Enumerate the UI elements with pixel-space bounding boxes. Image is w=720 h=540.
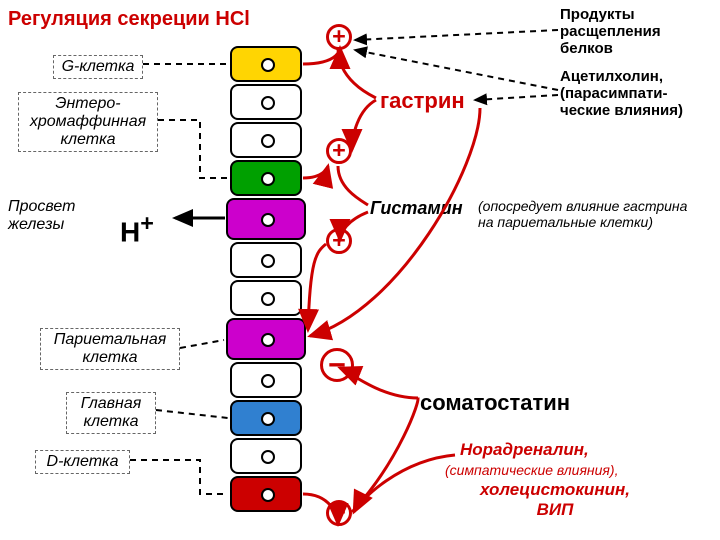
- label-histamine: Гистамин: [370, 198, 463, 219]
- label-lumen: Просветжелезы: [8, 198, 75, 234]
- label-chief-cell: Главнаяклетка: [66, 392, 156, 434]
- cell-1: [230, 84, 302, 120]
- cell-7: [226, 318, 306, 360]
- label-noradrenaline: Норадреналин,: [460, 440, 589, 460]
- cell-8: [230, 362, 302, 398]
- label-parietal-cell: Париетальнаяклетка: [40, 328, 180, 370]
- symbol-circle-1: +: [326, 138, 352, 164]
- symbol-circle-0: +: [326, 24, 352, 50]
- label-histamine-note: (опосредует влияние гастринана париеталь…: [478, 198, 687, 230]
- label-d-cell: D-клетка: [35, 450, 130, 474]
- label-gastrin: гастрин: [380, 88, 465, 114]
- label-cck-vip: холецистокинин,ВИП: [480, 480, 630, 520]
- cell-4: [226, 198, 306, 240]
- symbol-circle-3: −: [320, 348, 354, 382]
- cell-11: [230, 476, 302, 512]
- label-g-cell: G-клетка: [53, 55, 143, 79]
- cell-9: [230, 400, 302, 436]
- cell-5: [230, 242, 302, 278]
- symbol-circle-2: +: [326, 228, 352, 254]
- label-acetylcholine: Ацетилхолин,(парасимпати-ческие влияния): [560, 68, 683, 119]
- cell-0: [230, 46, 302, 82]
- label-sympathetic: (симпатические влияния),: [445, 462, 618, 478]
- cell-10: [230, 438, 302, 474]
- label-products: Продуктырасщеплениябелков: [560, 6, 661, 57]
- cell-6: [230, 280, 302, 316]
- label-somatostatin: соматостатин: [420, 390, 570, 416]
- diagram-title: Регуляция секреции HCl: [8, 8, 250, 31]
- cell-2: [230, 122, 302, 158]
- symbol-circle-4: +: [326, 500, 352, 526]
- cell-3: [230, 160, 302, 196]
- label-enterochromaffin: Энтеро-хромаффиннаяклетка: [18, 92, 158, 152]
- label-h-plus: H+: [120, 210, 154, 248]
